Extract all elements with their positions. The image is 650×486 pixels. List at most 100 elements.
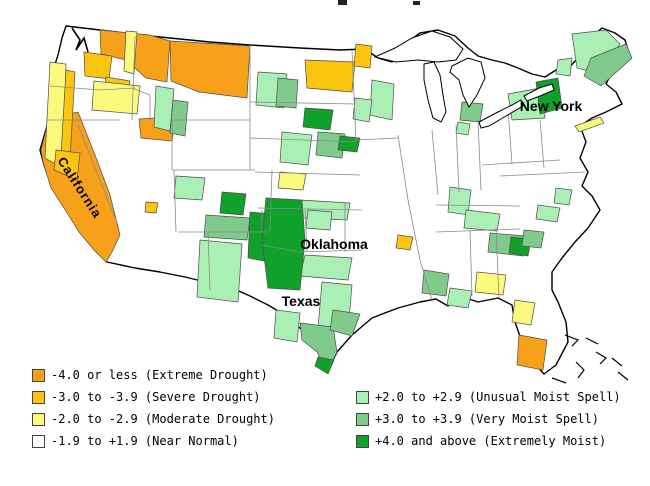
region-minnesota-gold — [304, 59, 356, 93]
region-tn-un — [463, 209, 501, 232]
region-ok-un-a — [299, 254, 353, 281]
legend-label-em: +4.0 and above (Extremely Moist) — [375, 434, 607, 448]
region-oregon-south — [53, 149, 81, 181]
region-co-un — [173, 175, 206, 201]
region-tx-coast-vm — [329, 309, 361, 337]
lake-huron — [449, 57, 486, 108]
division-boundary — [304, 209, 308, 253]
region-fl-c-mod — [511, 299, 536, 326]
division-boundary — [499, 171, 586, 177]
region-va-un — [553, 187, 573, 206]
division-boundary — [254, 171, 361, 176]
division-boundary — [435, 228, 521, 233]
map-label-oklahoma: Oklahoma — [300, 236, 368, 252]
region-wisconsin-un — [369, 79, 395, 121]
region-nc-vm — [521, 229, 545, 249]
region-ne-em — [337, 135, 361, 153]
division-boundary — [351, 49, 357, 143]
division-boundary — [269, 169, 273, 233]
lake-superior — [373, 30, 464, 63]
island-outline — [611, 357, 623, 367]
division-boundary — [435, 204, 521, 207]
division-boundary — [431, 129, 439, 196]
map-label-new-york: New York — [520, 98, 583, 114]
region-idaho-gold — [83, 51, 113, 80]
legend-swatch-ext — [32, 368, 45, 382]
legend-item-mod: -2.0 to -2.9 (Moderate Drought) — [32, 408, 275, 430]
region-mi-s-un — [455, 121, 471, 136]
region-vt-un — [555, 57, 573, 77]
division-boundary — [507, 107, 513, 165]
legend-item-nrm: -1.9 to +1.9 (Near Normal) — [32, 430, 275, 452]
division-boundary — [299, 249, 363, 253]
lake-michigan — [423, 61, 447, 123]
division-boundary — [481, 159, 561, 166]
region-ar-s-vm — [421, 269, 450, 297]
cutoff-title-fragment — [338, 0, 347, 5]
division-boundary — [469, 229, 473, 297]
division-boundary — [49, 85, 136, 91]
island-outline — [575, 361, 585, 379]
puget-sound-outline — [71, 27, 89, 53]
legend-swatch-em — [356, 434, 369, 448]
legend-item-sev: -3.0 to -3.9 (Severe Drought) — [32, 386, 275, 408]
region-sd-vm — [275, 77, 299, 109]
region-tx-w-un — [273, 309, 301, 343]
legend-swatch-nrm — [32, 434, 45, 448]
division-boundary — [77, 124, 119, 226]
legend-label-vm: +3.0 to +3.9 (Very Moist Spell) — [375, 412, 599, 426]
region-ut-gold — [144, 201, 159, 214]
region-me-coast-vm — [583, 43, 633, 87]
legend-swatch-mod — [32, 412, 45, 426]
lake-ontario — [523, 83, 555, 102]
legend-label-sev: -3.0 to -3.9 (Severe Drought) — [51, 390, 261, 404]
region-li-mod — [574, 116, 605, 133]
division-boundary — [207, 231, 211, 291]
region-ok-un-b — [305, 209, 333, 231]
region-mi-vm — [459, 101, 484, 123]
island-outline — [617, 371, 629, 381]
division-boundary — [131, 87, 151, 120]
division-boundary — [397, 134, 433, 301]
region-la-un — [446, 287, 473, 309]
region-al-mod — [474, 271, 507, 296]
legend-swatch-sev — [32, 390, 45, 404]
region-fl-orange — [516, 334, 548, 371]
division-boundary — [455, 124, 460, 193]
legend-label-nrm: -1.9 to +1.9 (Near Normal) — [51, 434, 239, 448]
legend-item-un: +2.0 to +2.9 (Unusual Moist Spell) — [356, 386, 621, 408]
island-outline — [564, 334, 580, 347]
legend-moist-column: +2.0 to +2.9 (Unusual Moist Spell) +3.0 t… — [356, 386, 621, 452]
region-idaho-mod — [91, 80, 141, 115]
region-idaho-east-vm — [169, 99, 189, 137]
island-outline — [551, 377, 567, 384]
region-ks-mod — [277, 171, 307, 191]
legend-item-vm: +3.0 to +3.9 (Very Moist Spell) — [356, 408, 621, 430]
region-nc-un — [535, 204, 561, 223]
region-ar-gold — [395, 234, 414, 251]
region-minnesota-c-un — [352, 97, 373, 123]
island-outline — [585, 337, 599, 345]
division-boundary — [539, 119, 545, 169]
division-boundary — [261, 244, 301, 253]
map-label-texas: Texas — [282, 293, 321, 309]
legend-swatch-un — [356, 390, 369, 404]
region-montana — [169, 40, 251, 99]
division-boundary — [249, 137, 356, 143]
region-co-vm — [203, 214, 251, 241]
legend-label-ext: -4.0 or less (Extreme Drought) — [51, 368, 268, 382]
region-okpan-em — [261, 197, 306, 291]
region-ne-vm — [315, 131, 346, 159]
region-sd-em — [302, 107, 334, 131]
division-boundary — [249, 101, 356, 105]
legend-label-un: +2.0 to +2.9 (Unusual Moist Spell) — [375, 390, 621, 404]
island-outline — [595, 351, 607, 365]
region-ne-w-un — [279, 131, 313, 166]
division-boundary — [355, 137, 399, 141]
legend-drought-column: -4.0 or less (Extreme Drought) -3.0 to -3… — [32, 364, 275, 452]
region-co-em — [219, 191, 247, 216]
division-boundary — [495, 227, 500, 299]
legend-label-mod: -2.0 to -2.9 (Moderate Drought) — [51, 412, 275, 426]
